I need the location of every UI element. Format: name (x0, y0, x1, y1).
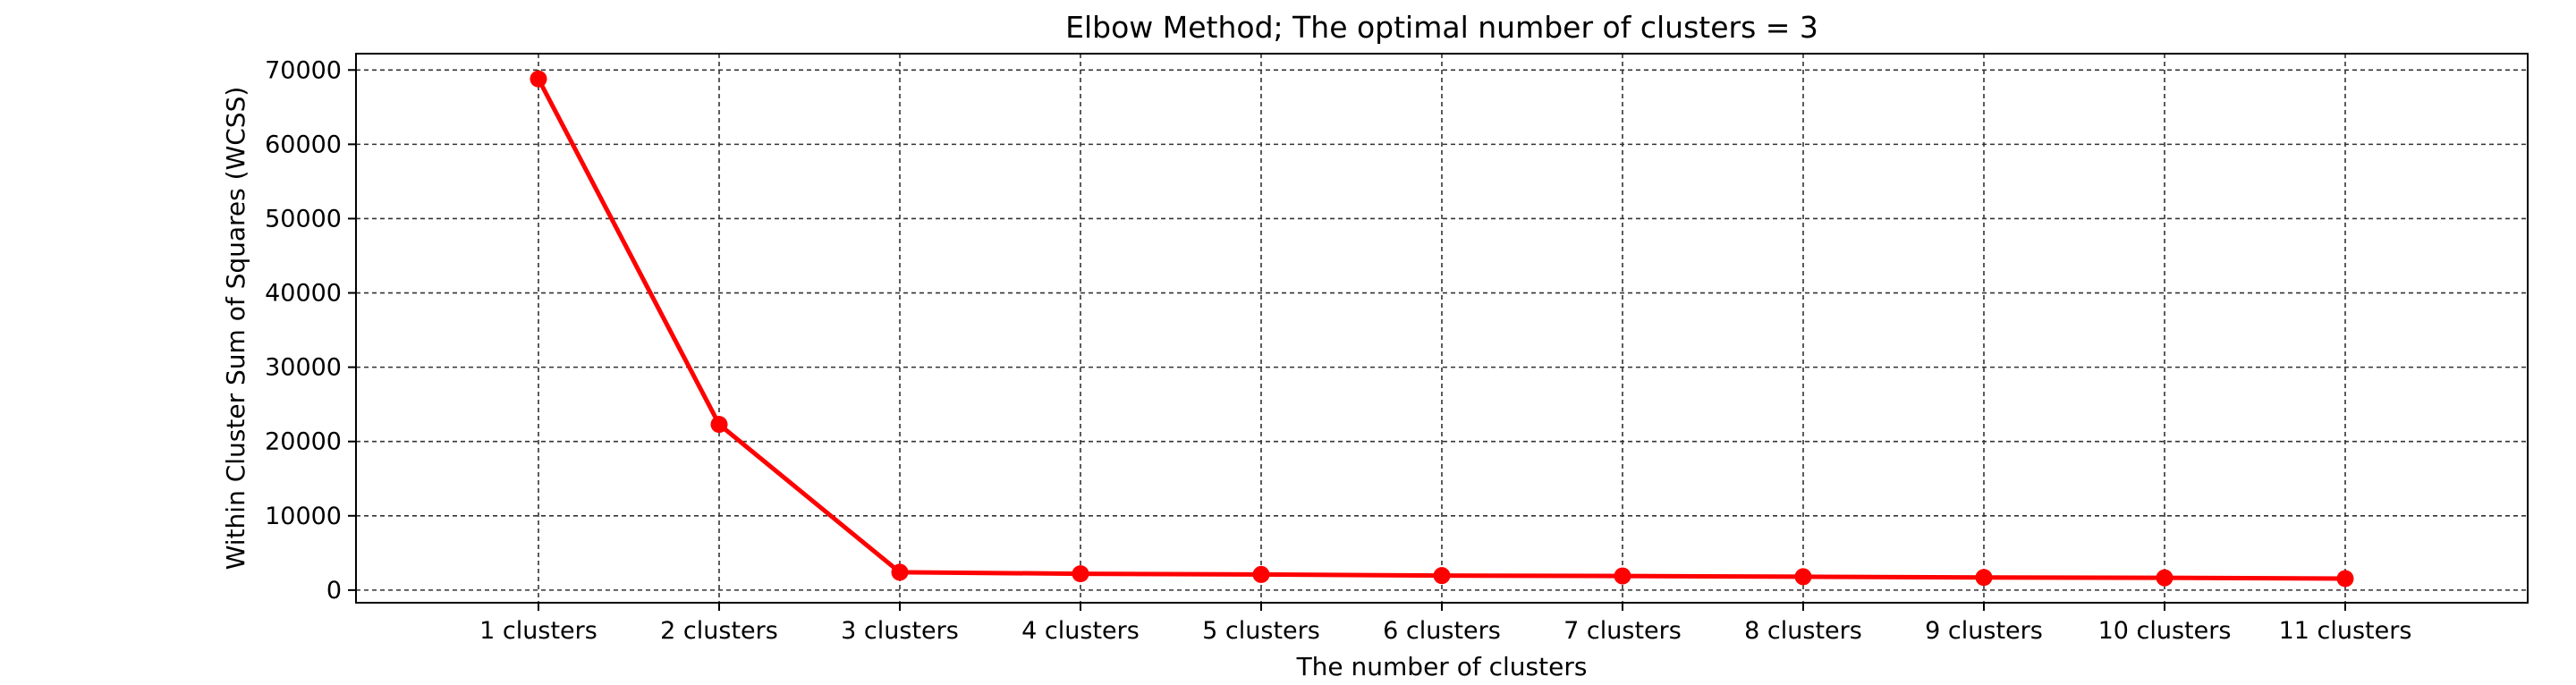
y-axis-title: Within Cluster Sum of Squares (WCSS) (221, 87, 250, 571)
x-tick-label: 7 clusters (1563, 617, 1682, 645)
data-point (1433, 567, 1451, 585)
y-ticks: 0 10000 20000 30000 40000 50000 60000 70000 (265, 56, 356, 605)
data-point (710, 416, 728, 434)
x-tick-label: 8 clusters (1744, 617, 1862, 645)
series-layer (530, 70, 2354, 588)
data-point (1614, 567, 1631, 585)
x-tick-label: 4 clusters (1021, 617, 1140, 645)
data-point (1975, 569, 1993, 587)
data-point (530, 70, 547, 88)
data-point (2336, 570, 2354, 588)
x-tick-label: 9 clusters (1925, 617, 2043, 645)
x-axis-title: The number of clusters (1296, 652, 1588, 681)
data-point (1072, 565, 1089, 583)
data-point (1794, 568, 1812, 586)
grid (356, 54, 2528, 603)
data-point (891, 563, 909, 581)
y-tick-label: 50000 (265, 205, 342, 233)
x-tick-label: 11 clusters (2279, 617, 2412, 645)
x-tick-label: 1 clusters (479, 617, 597, 645)
x-ticks: 1 clusters 2 clusters 3 clusters 4 clusters… (479, 603, 2411, 645)
y-tick-label: 70000 (265, 56, 342, 84)
y-tick-label: 20000 (265, 428, 342, 456)
y-tick-label: 0 (326, 577, 342, 605)
y-tick-label: 10000 (265, 503, 342, 530)
x-tick-label: 2 clusters (660, 617, 778, 645)
y-tick-label: 40000 (265, 280, 342, 308)
y-tick-label: 30000 (265, 354, 342, 382)
x-tick-label: 10 clusters (2098, 617, 2232, 645)
x-tick-label: 5 clusters (1202, 617, 1320, 645)
x-tick-label: 3 clusters (841, 617, 959, 645)
data-point (1252, 565, 1270, 583)
y-tick-label: 60000 (265, 131, 342, 158)
data-point (2156, 569, 2174, 587)
x-tick-label: 6 clusters (1383, 617, 1501, 645)
chart-title: Elbow Method; The optimal number of clus… (1065, 10, 1818, 45)
